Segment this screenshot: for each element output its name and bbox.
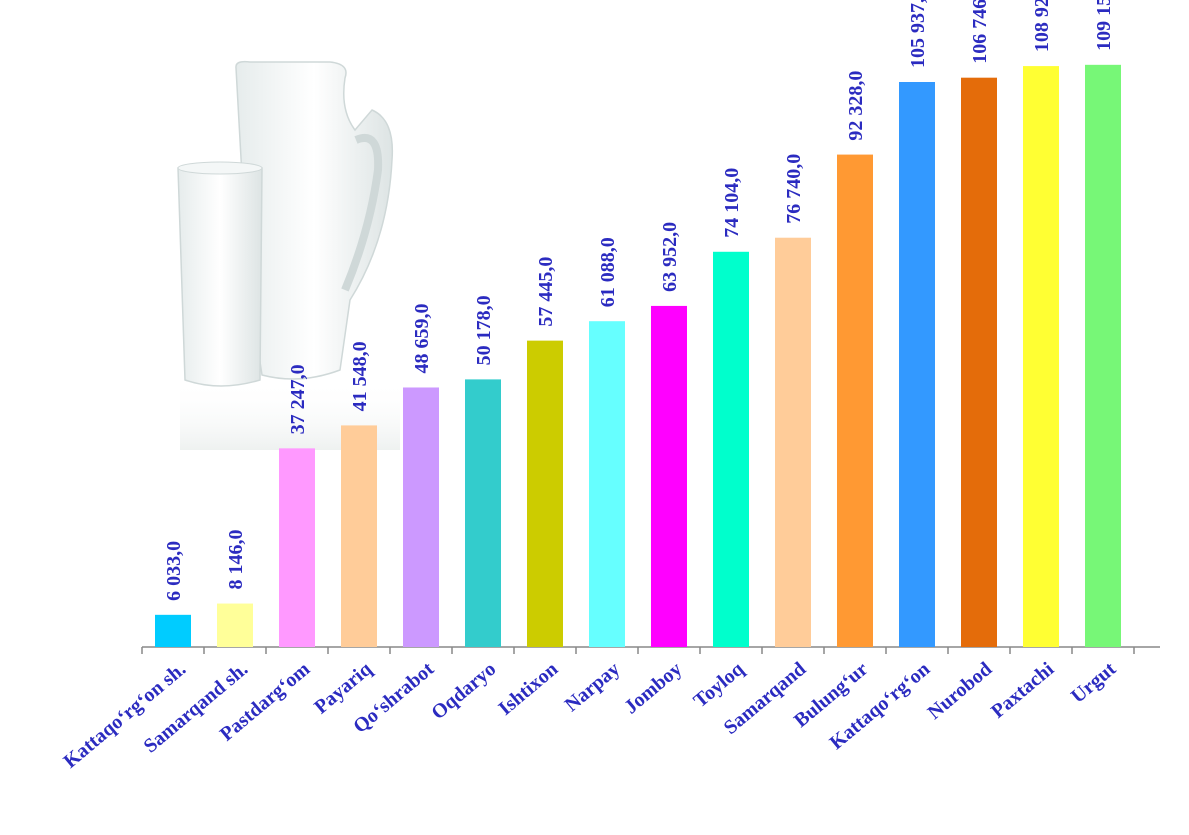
value-label: 37 247,0 (287, 364, 309, 434)
value-label: 63 952,0 (659, 222, 681, 292)
bar (1023, 66, 1059, 647)
x-tick-label: Samarqand sh. (140, 658, 253, 758)
bar (341, 425, 377, 647)
value-label: 109 158,0 (1093, 0, 1115, 51)
bar (155, 615, 191, 647)
value-label: 108 921,0 (1031, 0, 1053, 52)
chart: 6 033,0Kattaqo‘rg‘on sh.8 146,0Samarqand… (0, 0, 1189, 835)
value-label: 6 033,0 (163, 541, 185, 601)
x-tick-label: Jomboy (620, 658, 686, 718)
bar (651, 306, 687, 647)
bar (589, 321, 625, 647)
value-label: 92 328,0 (845, 71, 867, 141)
value-label: 105 937,0 (907, 0, 929, 68)
x-tick-label: Toyloq (689, 658, 748, 712)
value-label: 106 746,0 (969, 0, 991, 64)
bar (775, 238, 811, 647)
bar (403, 387, 439, 647)
bar (713, 252, 749, 647)
value-label: 50 178,0 (473, 295, 495, 365)
bar (279, 448, 315, 647)
x-tick-label: Oqdaryo (427, 658, 500, 724)
value-label: 57 445,0 (535, 257, 557, 327)
x-tick-label: Ishtixon (494, 658, 562, 720)
x-tick-label: Nurobod (924, 658, 997, 724)
value-label: 8 146,0 (225, 530, 247, 590)
bar (465, 379, 501, 647)
value-label: 48 659,0 (411, 303, 433, 373)
x-tick-label: Narpay (561, 658, 625, 716)
x-tick-label: Urgut (1067, 658, 1121, 708)
bar (961, 78, 997, 647)
value-label: 41 548,0 (349, 341, 371, 411)
value-label: 74 104,0 (721, 168, 743, 238)
x-tick-label: Paxtachi (987, 658, 1059, 723)
bar (899, 82, 935, 647)
bar (837, 155, 873, 647)
value-label: 76 740,0 (783, 154, 805, 224)
bar (1085, 65, 1121, 647)
value-label: 61 088,0 (597, 237, 619, 307)
bar (217, 604, 253, 647)
bar (527, 341, 563, 647)
